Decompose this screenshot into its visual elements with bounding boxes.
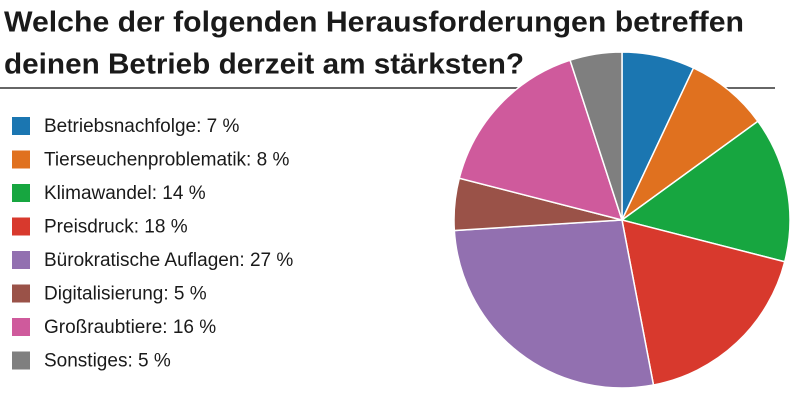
legend-swatch — [12, 251, 30, 269]
legend-label: Betriebsnachfolge: 7 % — [44, 116, 240, 137]
legend-label: Digitalisierung: 5 % — [44, 284, 207, 305]
chart-title: deinen Betrieb derzeit am stärksten? — [4, 49, 524, 81]
legend-label: Sonstiges: 5 % — [44, 351, 171, 372]
legend-swatch — [12, 150, 30, 169]
legend-label: Preisdruck: 18 % — [44, 217, 188, 238]
legend-swatch — [12, 217, 30, 236]
pie-slice — [620, 120, 791, 263]
pie-slice — [569, 51, 623, 221]
legend-swatch — [12, 184, 30, 202]
pie-slice — [453, 219, 655, 389]
legend-swatch — [12, 117, 30, 135]
legend-swatch — [12, 318, 30, 336]
pie-slice — [621, 218, 786, 386]
legend-label: Großraubtiere: 16 % — [44, 317, 216, 338]
pie-slice — [458, 59, 624, 222]
chart-title: Welche der folgenden Herausforderungen b… — [4, 7, 744, 39]
legend-swatch — [12, 351, 30, 370]
legend-label: Tierseuchenproblematik: 8 % — [44, 150, 289, 171]
legend-swatch — [12, 284, 30, 303]
legend-label: Bürokratische Auflagen: 27 % — [44, 250, 293, 271]
legend-label: Klimawandel: 14 % — [44, 183, 206, 204]
